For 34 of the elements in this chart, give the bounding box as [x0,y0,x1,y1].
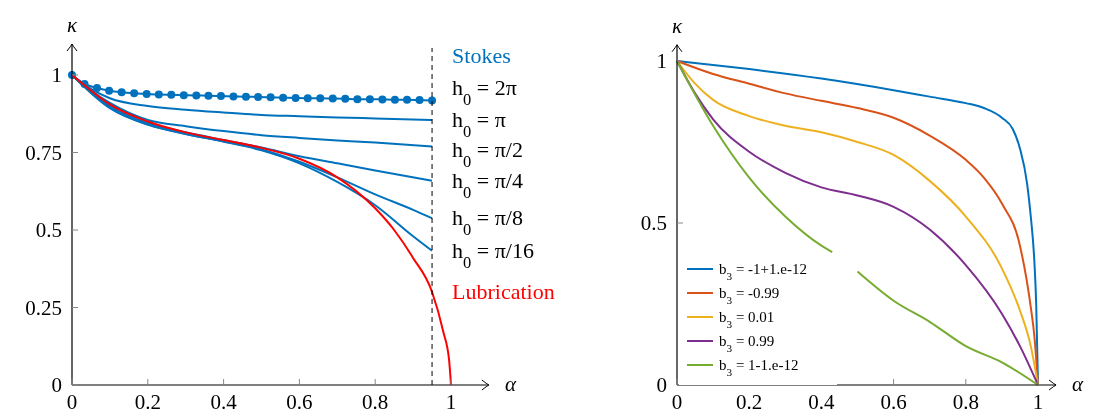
legend-label: b$_{3}$ = 0.99 [719,333,775,354]
y-tick-label: 0 [656,373,667,397]
x-axis-title: α [504,372,517,396]
legend-label: b$_{3}$ = 1-1.e-12 [719,357,799,378]
annotation: h$_{0}$ = 2π [452,75,517,109]
y-axis-title: κ [66,13,78,37]
x-tick-label: 0 [66,390,78,414]
x-tick-label: 0.2 [134,390,161,414]
x-tick-label: 1 [1032,390,1044,414]
x-tick-label: 1 [445,390,457,414]
x-tick-label: 0.4 [210,390,238,414]
legend-label: b$_{3}$ = -0.99 [719,285,780,306]
legend-label: b$_{3}$ = -1+1.e-12 [719,261,807,282]
x-tick-label: 0.6 [880,390,907,414]
x-tick-label: 0.8 [362,390,389,414]
x-tick-label: 0.8 [952,390,979,414]
y-tick-label: 0 [51,373,62,397]
series-label: h$_{0}$ = π/16 [452,237,534,272]
series-label: Stokes [452,43,511,68]
x-tick-label: 0.6 [286,390,313,414]
x-tick-label: 0 [671,390,683,414]
x-tick-label: 0.2 [736,390,763,414]
series-label: Lubrication [452,279,555,304]
x-axis-title: α [1072,372,1085,396]
x-tick-label: 0.4 [808,390,836,414]
y-tick-label: 0.5 [35,218,62,242]
y-tick-label: 0.25 [25,295,62,320]
y-axis-title: κ [671,13,683,38]
y-tick-label: 1 [656,49,667,73]
y-tick-label: 0.75 [25,140,62,165]
y-tick-label: 1 [51,63,62,87]
legend-label: b$_{3}$ = 0.01 [719,309,775,330]
y-tick-label: 0.5 [640,211,667,235]
series-label: h$_{0}$ = π/8 [452,205,523,239]
